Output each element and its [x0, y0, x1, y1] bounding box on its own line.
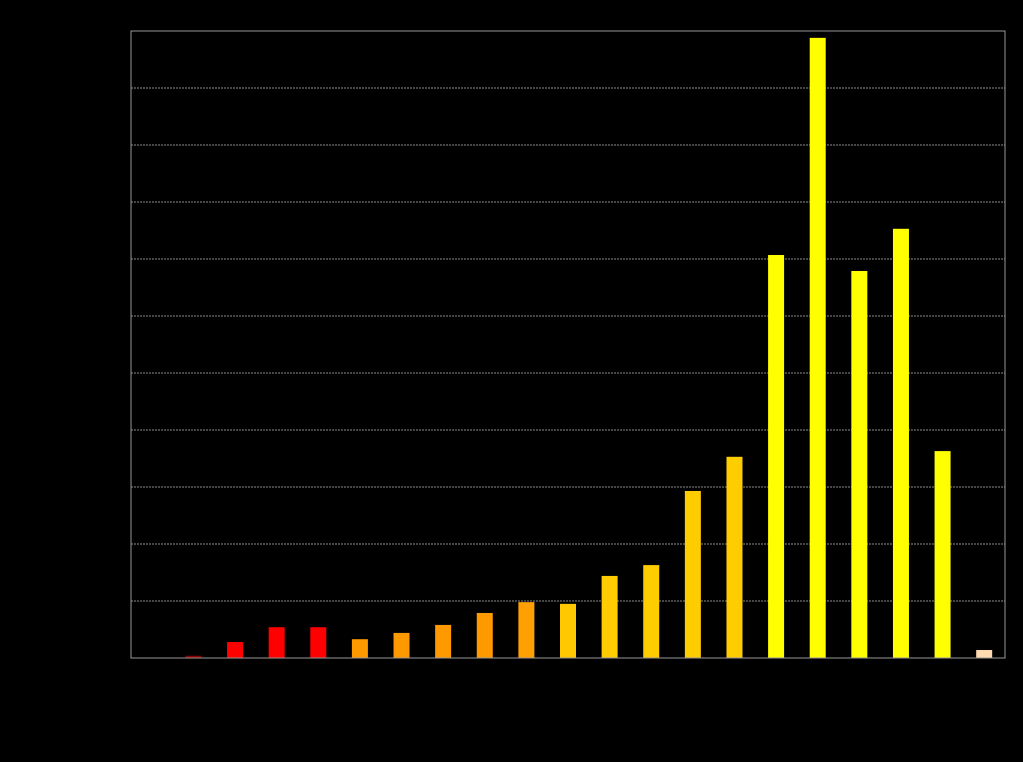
bar — [768, 255, 785, 658]
bar — [601, 575, 618, 658]
bar — [476, 612, 493, 658]
bar — [351, 639, 368, 658]
plot-area — [131, 30, 1005, 659]
bar — [268, 627, 285, 658]
bar — [684, 490, 701, 658]
bar — [809, 37, 826, 658]
bar — [851, 270, 868, 658]
bar — [185, 655, 202, 658]
plot-frame — [130, 30, 1006, 659]
bar — [934, 451, 951, 658]
bar — [643, 565, 660, 658]
bar — [393, 632, 410, 658]
bar — [227, 642, 244, 658]
bar — [892, 228, 909, 659]
bar — [560, 603, 576, 658]
bar — [518, 602, 535, 658]
bar — [435, 624, 452, 658]
bar — [310, 627, 327, 658]
bar — [976, 650, 993, 658]
bar — [726, 456, 743, 658]
